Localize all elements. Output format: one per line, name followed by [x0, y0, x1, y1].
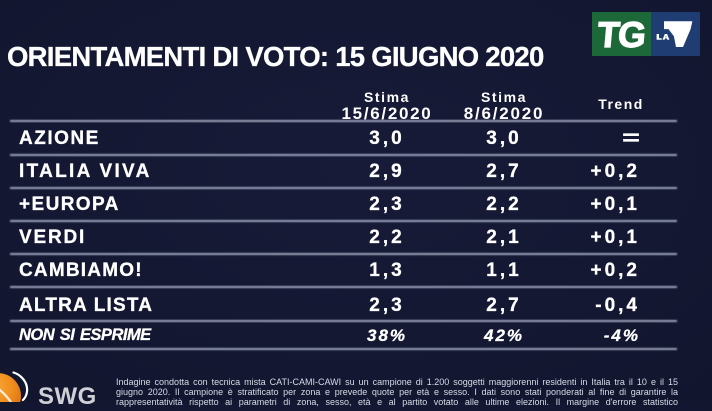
- svg-text:TG: TG: [596, 14, 647, 55]
